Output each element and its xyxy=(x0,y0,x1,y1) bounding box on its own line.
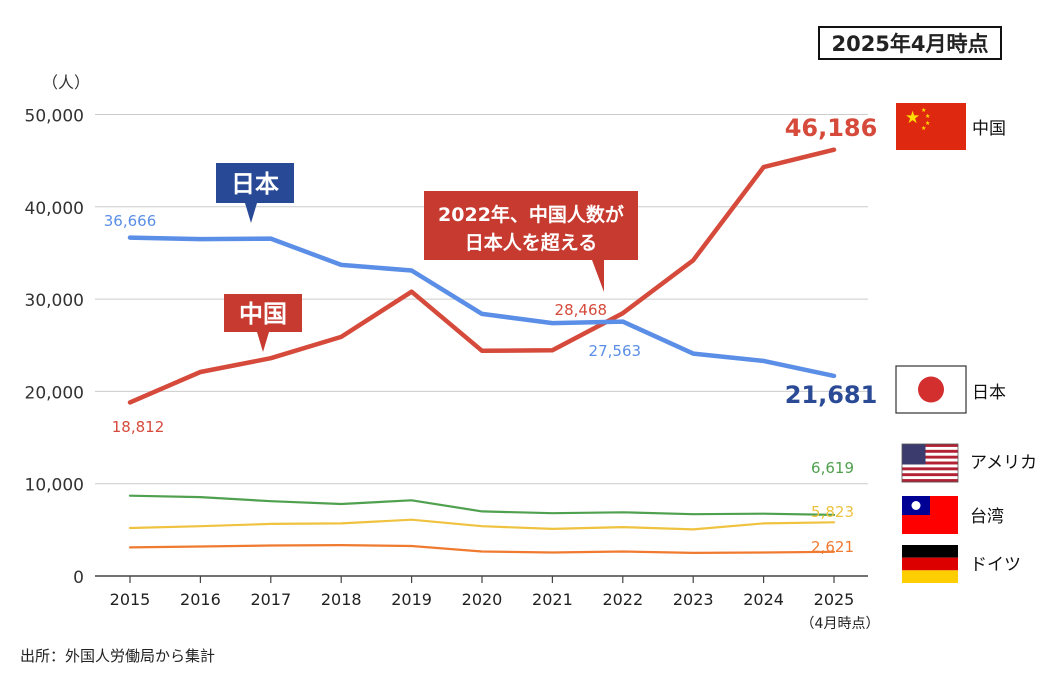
legend-label: 日本 xyxy=(972,383,1006,403)
callout-china-pointer xyxy=(257,332,269,352)
callout-china: 中国 xyxy=(224,294,302,352)
data-label-germany: 2,621 xyxy=(811,538,854,556)
callout-japan-label: 日本 xyxy=(231,170,279,198)
callout-japan-box xyxy=(216,163,294,203)
x-tick-label: 2015 xyxy=(110,590,151,609)
data-label-usa: 6,619 xyxy=(811,459,854,477)
flag-stripe xyxy=(902,449,958,454)
flag-star-small: ★ xyxy=(921,125,926,132)
china-flag: ★ ★★★★ xyxy=(896,103,966,150)
annotation-line-2: 日本人を超える xyxy=(465,231,597,254)
callout-japan: 日本 xyxy=(216,163,294,223)
y-tick-label: 0 xyxy=(73,568,84,588)
flag-star-small: ★ xyxy=(921,107,926,114)
x-tick-label: 2019 xyxy=(391,590,432,609)
data-label-china: 46,186 xyxy=(785,114,878,142)
flag-field xyxy=(896,103,966,150)
flag-canton xyxy=(902,444,926,465)
series-line-china xyxy=(127,147,837,405)
flag-stripe xyxy=(902,473,958,477)
y-tick-label: 30,000 xyxy=(25,291,84,311)
flag-band-black xyxy=(902,545,958,558)
annotation-box xyxy=(424,191,638,260)
flag-border xyxy=(901,443,959,483)
callout-china-box xyxy=(224,294,302,332)
data-label-china: 18,812 xyxy=(112,418,165,436)
callout-japan-pointer xyxy=(245,203,257,223)
x-tick-label: 2017 xyxy=(250,590,291,609)
x-tick-label: 2021 xyxy=(532,590,573,609)
legend-label: 中国 xyxy=(972,119,1006,139)
y-tick-label: 40,000 xyxy=(25,199,84,219)
y-axis-unit: （人） xyxy=(42,73,90,92)
legend-item-japan: 日本 xyxy=(895,365,1006,414)
flag-sun xyxy=(911,501,921,510)
x-tick-label: 2018 xyxy=(321,590,362,609)
legend-item-china: ★ ★★★★ 中国 xyxy=(896,103,1006,150)
flag-stripe xyxy=(902,455,958,459)
series-line-japan xyxy=(127,235,837,379)
source-note: 出所：外国人労働局から集計 xyxy=(20,647,216,665)
legend-label: アメリカ xyxy=(970,453,1037,473)
x-tick-label: 2020 xyxy=(462,590,503,609)
series-line-taiwan xyxy=(128,518,836,531)
flag-stripe xyxy=(902,444,958,448)
x-tick-label: 2025 xyxy=(814,590,855,609)
flag-stripe xyxy=(902,476,958,480)
y-tick-label: 20,000 xyxy=(25,383,84,403)
legend-item-germany: ドイツ xyxy=(902,545,1021,583)
series-line-germany xyxy=(128,543,836,555)
taiwan-flag xyxy=(902,496,958,534)
x-tick-label: 2016 xyxy=(180,590,221,609)
legend-item-taiwan: 台湾 xyxy=(902,496,1004,534)
data-label-china: 28,468 xyxy=(555,301,608,319)
flag-stripe xyxy=(902,464,958,468)
flag-star-large: ★ xyxy=(905,108,920,128)
legend-label: 台湾 xyxy=(970,507,1004,527)
legend-item-usa: アメリカ xyxy=(901,443,1037,483)
legend-label: ドイツ xyxy=(970,555,1021,575)
flag-star-small: ★ xyxy=(925,113,930,120)
flag-band-gold xyxy=(902,570,958,583)
japan-flag xyxy=(895,365,967,414)
y-tick-label: 10,000 xyxy=(25,476,84,496)
flag-stripe xyxy=(902,452,958,456)
flag-stripe xyxy=(902,461,958,465)
data-label-taiwan: 5,823 xyxy=(811,503,854,521)
flag-stripe xyxy=(902,446,958,451)
x-tick-label: 2022 xyxy=(602,590,643,609)
callout-china-label: 中国 xyxy=(239,300,287,328)
flag-stripe xyxy=(902,479,958,483)
data-label-japan: 21,681 xyxy=(785,381,878,409)
y-tick-label: 50,000 xyxy=(25,107,84,127)
x-tick-label: 2023 xyxy=(673,590,714,609)
usa-flag xyxy=(901,443,959,483)
flag-band-red xyxy=(902,557,958,571)
flag-disc xyxy=(918,376,944,403)
flag-stripe xyxy=(902,467,958,471)
x-tick-note: （4月時点） xyxy=(801,616,880,632)
annotation-pointer xyxy=(592,260,604,292)
data-label-japan: 36,666 xyxy=(104,212,157,230)
flag-stripe xyxy=(902,458,958,462)
flag-star-small: ★ xyxy=(925,120,930,127)
series-line-usa xyxy=(128,494,836,517)
data-label-japan: 27,563 xyxy=(589,342,642,360)
germany-flag xyxy=(902,545,958,583)
x-tick-label: 2024 xyxy=(743,590,784,609)
flag-stripe xyxy=(902,470,958,474)
annotation-line-1: 2022年、中国人数が xyxy=(438,203,624,226)
date-badge: 2025年4月時点 xyxy=(818,26,1002,60)
